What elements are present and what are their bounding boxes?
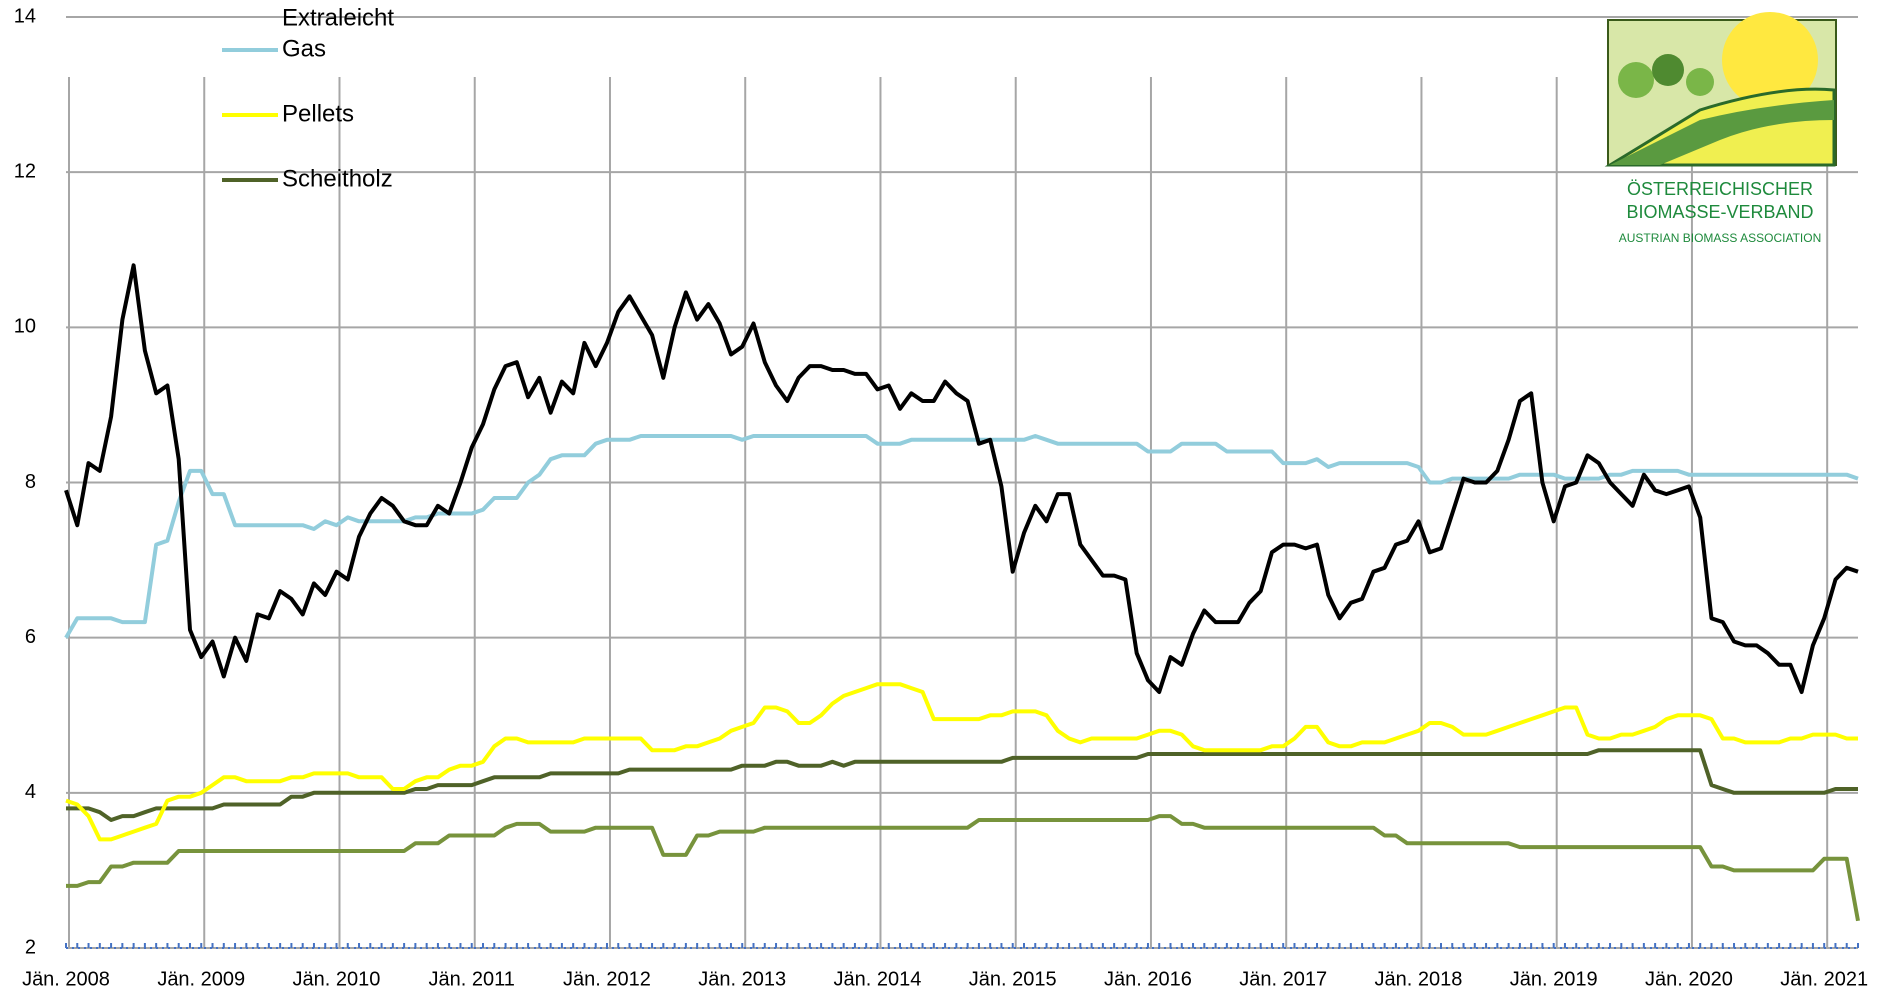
chart: 2 4 6 8 10 12 14 Jän. 2008 Jän. 2009 Jän. 2010 Jän… xyxy=(0,0,1879,997)
y-tick-label: 10 xyxy=(14,316,36,338)
y-tick-label: 2 xyxy=(25,936,36,958)
y-tick-label: 12 xyxy=(14,160,36,182)
x-tick-label: Jän. 2012 xyxy=(563,968,651,990)
x-tick-label: Jän. 2011 xyxy=(429,968,515,990)
x-tick-label: Jän. 2009 xyxy=(157,968,245,990)
legend-label: Extraleicht xyxy=(282,4,394,31)
x-tick-label: Jän. 2010 xyxy=(293,968,381,990)
x-tick-label: Jän. 2013 xyxy=(698,968,786,990)
x-tick-label: Jän. 2014 xyxy=(834,968,922,990)
y-tick-label: 6 xyxy=(25,626,36,648)
series-line xyxy=(66,436,1858,638)
y-tick-label: 4 xyxy=(25,781,36,803)
y-tick-label: 8 xyxy=(25,471,36,493)
logo: ÖSTERREICHISCHER BIOMASSE-VERBAND AUSTRI… xyxy=(1608,12,1836,245)
x-tick-label: Jän. 2019 xyxy=(1510,968,1598,990)
x-tick-label: Jän. 2016 xyxy=(1104,968,1192,990)
x-tick-label: Jän. 2015 xyxy=(969,968,1057,990)
legend-label: Pellets xyxy=(282,100,354,127)
logo-tree xyxy=(1652,54,1684,86)
series-line xyxy=(66,750,1858,820)
logo-text: BIOMASSE-VERBAND xyxy=(1626,202,1813,222)
x-tick-label: Jän. 2017 xyxy=(1239,968,1327,990)
logo-tree xyxy=(1686,68,1714,96)
y-tick-label: 14 xyxy=(14,5,36,27)
x-tick-label: Jän. 2018 xyxy=(1375,968,1463,990)
legend-label: Gas xyxy=(282,35,326,62)
x-tick-label: Jän. 2008 xyxy=(22,968,110,990)
series-line xyxy=(66,816,1858,921)
logo-text: ÖSTERREICHISCHER xyxy=(1627,179,1813,199)
x-tick-label: Jän. 2020 xyxy=(1645,968,1733,990)
plot: 2 4 6 8 10 12 14 Jän. 2008 Jän. 2009 Jän. 2010 Jän… xyxy=(14,0,1868,990)
x-tick-label: Jän. 2021 xyxy=(1780,968,1868,990)
logo-tree xyxy=(1618,62,1654,98)
logo-text: AUSTRIAN BIOMASS ASSOCIATION xyxy=(1619,231,1821,245)
legend-label: Scheitholz xyxy=(282,165,393,192)
